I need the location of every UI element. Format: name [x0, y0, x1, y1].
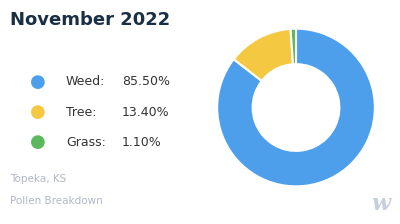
- Text: Pollen Breakdown: Pollen Breakdown: [10, 196, 103, 206]
- Text: Weed:: Weed:: [66, 75, 105, 88]
- Wedge shape: [290, 29, 296, 64]
- Text: 13.40%: 13.40%: [122, 106, 170, 118]
- Text: ●: ●: [30, 103, 46, 121]
- Wedge shape: [217, 29, 375, 186]
- Text: 1.10%: 1.10%: [122, 136, 162, 149]
- Text: Tree:: Tree:: [66, 106, 96, 118]
- Text: ●: ●: [30, 133, 46, 151]
- Text: ●: ●: [30, 73, 46, 91]
- Text: November 2022: November 2022: [10, 11, 170, 29]
- Text: Topeka, KS: Topeka, KS: [10, 174, 66, 184]
- Text: 85.50%: 85.50%: [122, 75, 170, 88]
- Text: Grass:: Grass:: [66, 136, 106, 149]
- Wedge shape: [234, 29, 293, 81]
- Text: w: w: [371, 193, 390, 215]
